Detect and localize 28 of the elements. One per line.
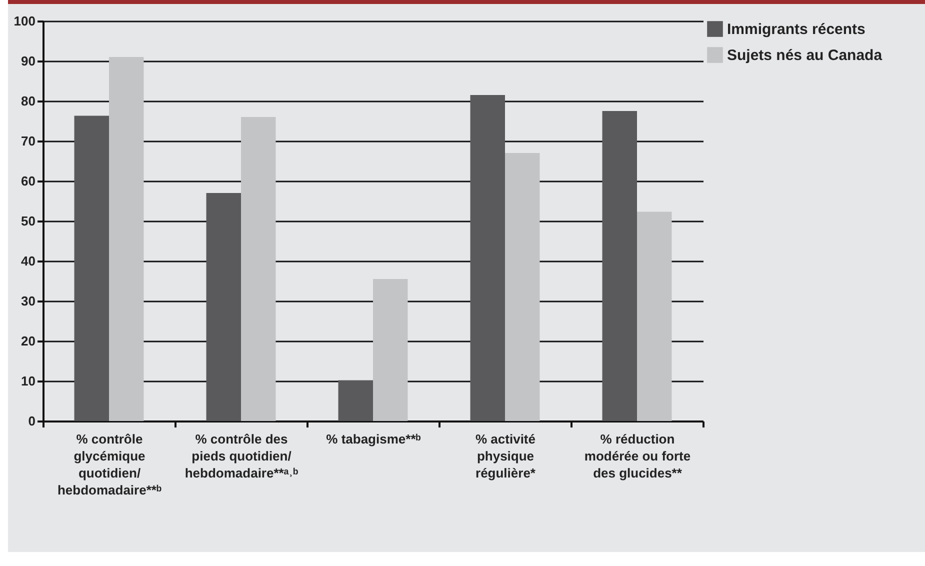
bar bbox=[602, 111, 637, 421]
x-tick-label: % activité physique régulière* bbox=[476, 432, 536, 480]
bar bbox=[373, 279, 408, 421]
x-tick-label: % contrôle des pieds quotidien/ hebdomadaire**ᵃ˒ᵇ bbox=[184, 432, 298, 480]
y-tick-label: 10 bbox=[21, 374, 36, 388]
y-tick-label: 70 bbox=[21, 134, 36, 148]
bar bbox=[206, 193, 241, 421]
bar bbox=[470, 95, 505, 421]
x-tick-label: % contrôle glycémique quotidien/ hebdomadaire**ᵇ bbox=[57, 432, 162, 498]
bar bbox=[109, 57, 144, 421]
y-tick-label: 80 bbox=[21, 94, 36, 108]
y-tick-label: 40 bbox=[21, 254, 36, 268]
bar bbox=[505, 153, 540, 421]
y-tick-label: 90 bbox=[21, 54, 36, 68]
y-tick-label: 60 bbox=[21, 174, 36, 188]
bar bbox=[74, 116, 109, 421]
bar bbox=[241, 117, 276, 421]
bar bbox=[637, 212, 672, 421]
y-tick-label: 20 bbox=[21, 334, 36, 348]
legend-label: Immigrants récents bbox=[727, 21, 866, 38]
y-tick-label: 0 bbox=[28, 414, 36, 428]
y-tick-label: 30 bbox=[21, 294, 36, 308]
bar bbox=[338, 380, 373, 421]
y-tick-label: 50 bbox=[21, 214, 36, 228]
y-tick-label: 100 bbox=[14, 14, 36, 28]
legend-label: Sujets nés au Canada bbox=[727, 47, 883, 64]
x-tick-label: % tabagisme**ᵇ bbox=[326, 432, 421, 446]
x-tick-label: % réduction modérée ou forte des glucides** bbox=[584, 432, 691, 480]
